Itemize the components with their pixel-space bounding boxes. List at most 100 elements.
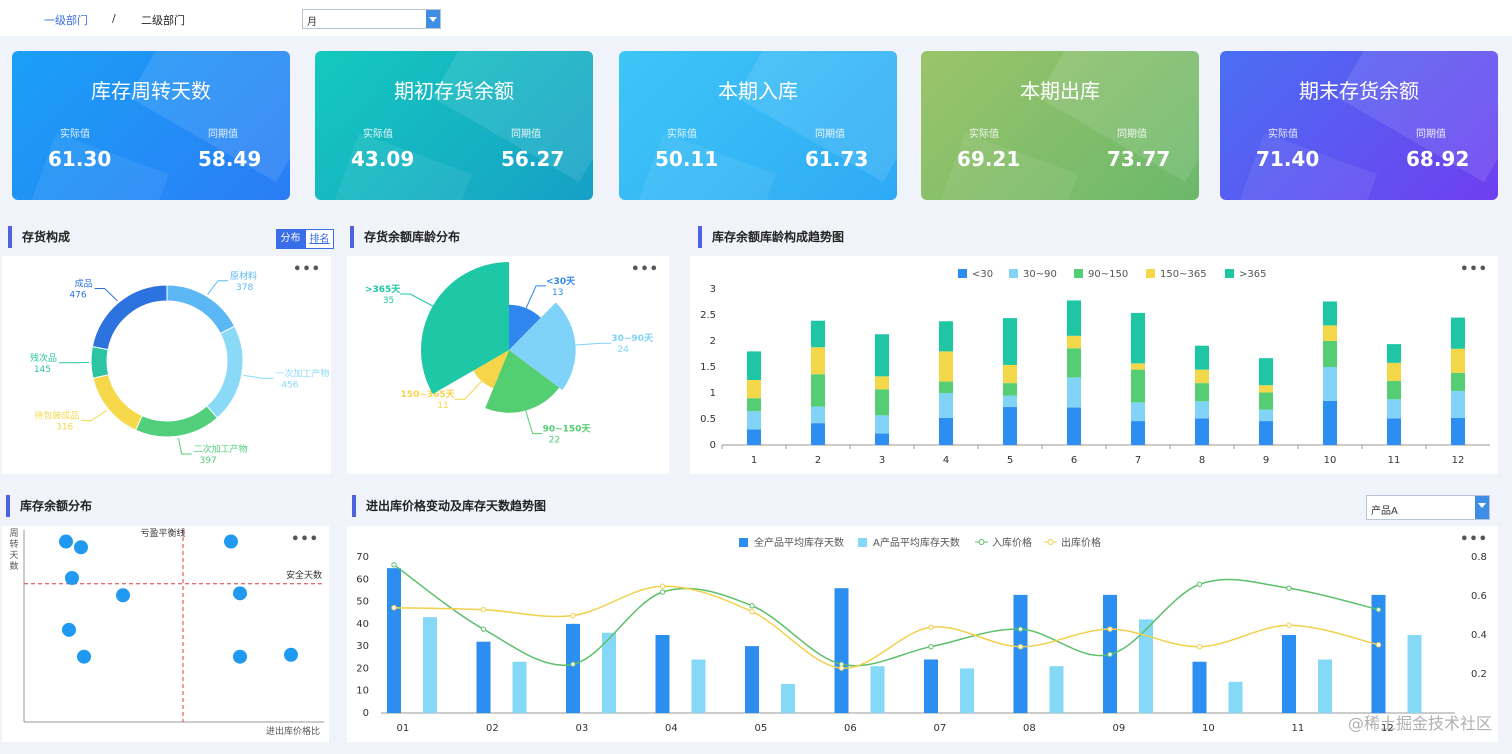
line-point[interactable] (480, 606, 487, 613)
bar[interactable] (870, 666, 885, 713)
line-point[interactable] (1286, 622, 1292, 628)
stacked-bar-segment[interactable] (1067, 407, 1081, 445)
bar[interactable] (512, 661, 527, 713)
scatter-point[interactable] (224, 534, 238, 549)
bar[interactable] (655, 635, 670, 713)
legend-label[interactable]: <30 (972, 269, 993, 280)
stacked-bar-segment[interactable] (1003, 407, 1017, 445)
stacked-bar-segment[interactable] (747, 398, 761, 412)
rose-slice[interactable] (421, 262, 509, 394)
bar[interactable] (1192, 661, 1207, 713)
stacked-bar-segment[interactable] (1323, 301, 1337, 326)
stacked-bar-segment[interactable] (1323, 325, 1337, 341)
stacked-bar-segment[interactable] (875, 433, 889, 445)
stacked-bar-segment[interactable] (1451, 348, 1465, 373)
stacked-bar-segment[interactable] (1067, 377, 1081, 408)
bar[interactable] (476, 641, 491, 713)
more-icon[interactable]: ••• (631, 262, 659, 277)
stacked-bar-segment[interactable] (1195, 345, 1209, 370)
donut-slice[interactable] (206, 325, 244, 419)
line-point[interactable] (928, 644, 934, 650)
bar[interactable] (1371, 594, 1386, 713)
line-point[interactable] (391, 605, 397, 611)
tab-distribution[interactable]: 分布 (276, 229, 305, 249)
stacked-bar-segment[interactable] (1131, 312, 1145, 364)
line-point[interactable] (1196, 581, 1203, 587)
stacked-bar-segment[interactable] (1323, 367, 1337, 401)
bar[interactable] (834, 588, 849, 713)
line-point[interactable] (659, 589, 666, 595)
stacked-bar-segment[interactable] (747, 351, 761, 380)
stacked-bar-segment[interactable] (1387, 362, 1401, 382)
stacked-bar-segment[interactable] (1387, 381, 1401, 400)
stacked-bar-segment[interactable] (1131, 363, 1145, 370)
legend-label[interactable]: 150~365 (1160, 269, 1207, 280)
stacked-bar-segment[interactable] (1131, 402, 1145, 422)
stacked-bar-segment[interactable] (747, 429, 761, 445)
line-point[interactable] (570, 661, 576, 667)
stacked-bar-segment[interactable] (811, 347, 825, 375)
stacked-bar-segment[interactable] (939, 417, 953, 445)
stacked-bar-segment[interactable] (1259, 385, 1273, 393)
more-icon[interactable]: ••• (291, 532, 319, 547)
bar[interactable] (745, 646, 759, 713)
stacked-bar-segment[interactable] (1195, 418, 1209, 445)
rose-slice[interactable] (485, 350, 560, 413)
rose-slice[interactable] (473, 350, 509, 389)
line-point[interactable] (1017, 644, 1024, 650)
line-point[interactable] (570, 612, 576, 619)
more-icon[interactable]: ••• (1460, 262, 1488, 277)
stacked-bar-segment[interactable] (1387, 418, 1401, 445)
stacked-bar-segment[interactable] (1131, 369, 1145, 403)
stacked-bar-segment[interactable] (1259, 392, 1273, 410)
scatter-point[interactable] (59, 534, 73, 549)
line-point[interactable] (1196, 644, 1203, 650)
stacked-bar-segment[interactable] (875, 334, 889, 377)
stacked-bar-segment[interactable] (939, 381, 953, 393)
more-icon[interactable]: ••• (1460, 532, 1488, 547)
stacked-bar-segment[interactable] (1451, 317, 1465, 349)
stacked-bar-segment[interactable] (1003, 395, 1017, 408)
bar[interactable] (924, 659, 938, 713)
rose-slice[interactable] (509, 302, 576, 390)
stacked-bar-segment[interactable] (1323, 400, 1337, 445)
chevron-down-icon[interactable] (1475, 496, 1489, 519)
stacked-bar-segment[interactable] (1451, 390, 1465, 418)
line-point[interactable] (1375, 642, 1382, 648)
stacked-bar-segment[interactable] (1195, 383, 1209, 402)
line-point[interactable] (1375, 606, 1382, 613)
donut-slice[interactable] (166, 284, 236, 335)
scatter-point[interactable] (233, 586, 247, 601)
stacked-bar-segment[interactable] (1451, 417, 1465, 445)
line-point[interactable] (749, 603, 755, 609)
stacked-bar-segment[interactable] (1067, 300, 1081, 336)
legend-label[interactable]: 30~90 (1023, 269, 1057, 280)
stacked-bar-segment[interactable] (1259, 409, 1273, 422)
stacked-bar-segment[interactable] (1387, 399, 1401, 419)
stacked-bar-segment[interactable] (1003, 383, 1017, 396)
donut-slice[interactable] (92, 374, 143, 431)
stacked-bar-segment[interactable] (1067, 335, 1081, 349)
legend-label[interactable]: 入库价格 (992, 536, 1032, 549)
legend-label[interactable]: 90~150 (1088, 269, 1128, 280)
stacked-bar-segment[interactable] (1195, 369, 1209, 384)
stacked-bar-segment[interactable] (939, 393, 953, 418)
line-point[interactable] (1286, 585, 1292, 591)
bar[interactable] (781, 684, 795, 713)
line-point[interactable] (1017, 626, 1024, 632)
scatter-point[interactable] (77, 649, 91, 664)
line-point[interactable] (480, 626, 487, 632)
legend-label[interactable]: 全产品平均库存天数 (754, 536, 844, 549)
line-point[interactable] (749, 608, 755, 615)
stacked-bar-segment[interactable] (811, 374, 825, 407)
bar[interactable] (1013, 594, 1028, 713)
scatter-point[interactable] (62, 622, 76, 637)
stacked-bar-segment[interactable] (747, 380, 761, 399)
line-series[interactable] (393, 585, 1379, 669)
stacked-bar-segment[interactable] (875, 389, 889, 416)
line-point[interactable] (659, 583, 666, 589)
stacked-bar-segment[interactable] (1259, 421, 1273, 445)
donut-slice[interactable] (91, 284, 168, 351)
period-select[interactable]: 月 (302, 9, 441, 29)
bar[interactable] (1407, 635, 1422, 713)
